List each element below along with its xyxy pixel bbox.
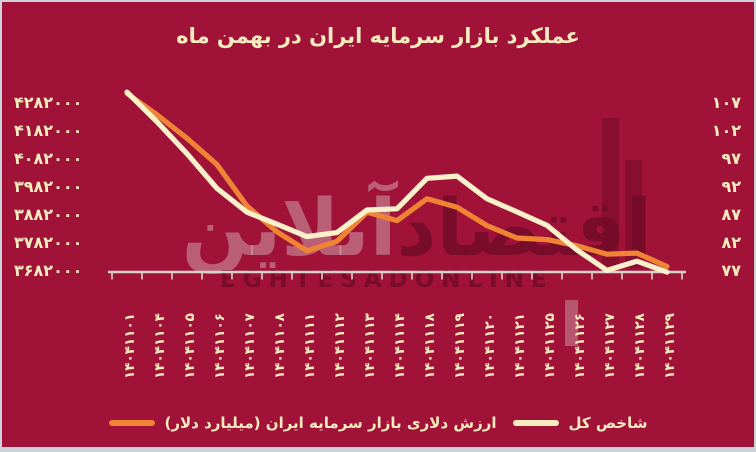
left-axis-label: ۳۷۸۲۰۰۰ — [14, 233, 83, 252]
x-axis-label: ۱۴۰۴۱۱۰۶ — [212, 313, 228, 379]
left-axis-label: ۴۱۸۲۰۰۰ — [14, 121, 83, 140]
x-axis-label: ۱۴۰۴۱۱۰۵ — [182, 313, 198, 379]
x-axis-label: ۱۴۰۴۱۱۰۴ — [152, 313, 168, 379]
legend-label: ارزش دلاری بازار سرمایه ایران (میلیارد د… — [164, 414, 497, 432]
right-axis-label: ۹۷ — [721, 149, 741, 168]
chart-title: عملکرد بازار سرمایه ایران در بهمن ماه — [176, 24, 580, 48]
x-axis-label: ۱۴۰۴۱۱۱۲ — [332, 312, 348, 379]
x-axis-label: ۱۴۰۴۱۱۲۹ — [662, 313, 678, 379]
x-axis-label: ۱۴۰۴۱۱۱۱ — [302, 313, 318, 379]
legend-item: شاخص کل — [512, 414, 648, 432]
x-axis-label: ۱۴۰۴۱۱۰۱ — [122, 313, 138, 379]
legend-label: شاخص کل — [568, 414, 648, 432]
x-axis-label: ۱۴۰۴۱۱۱۴ — [392, 313, 408, 379]
left-axis-label: ۳۶۸۲۰۰۰ — [14, 261, 83, 280]
x-axis-label: ۱۴۰۴۱۱۲۱ — [512, 313, 528, 379]
right-axis-label: ۸۲ — [721, 233, 741, 252]
legend-item: ارزش دلاری بازار سرمایه ایران (میلیارد د… — [108, 414, 497, 432]
right-axis-label: ۸۷ — [721, 205, 741, 224]
legend-line-swatch — [108, 420, 155, 426]
x-axis-label: ۱۴۰۴۱۱۱۸ — [422, 312, 438, 379]
legend-line-swatch — [512, 420, 559, 426]
right-axis-label: ۱۰۲ — [711, 121, 741, 140]
x-axis-label: ۱۴۰۴۱۱۲۰ — [482, 313, 498, 379]
series-line-dollar-value — [124, 90, 670, 270]
left-axis-label: ۴۲۸۲۰۰۰ — [14, 93, 83, 112]
right-axis-label: ۱۰۷ — [711, 93, 741, 112]
left-axis-label: ۴۰۸۲۰۰۰ — [14, 149, 83, 168]
x-axis-label: ۱۴۰۴۱۱۱۳ — [362, 312, 378, 379]
left-axis-label: ۳۹۸۲۰۰۰ — [14, 177, 83, 196]
x-axis-label: ۱۴۰۴۱۱۲۸ — [632, 312, 648, 379]
x-axis-label: ۱۴۰۴۱۱۱۹ — [452, 313, 468, 379]
x-axis-label: ۱۴۰۴۱۱۲۶ — [572, 313, 588, 379]
x-axis-label: ۱۴۰۴۱۱۲۷ — [602, 312, 618, 379]
left-axis-label: ۳۸۸۲۰۰۰ — [14, 205, 83, 224]
x-axis-label: ۱۴۰۴۱۱۰۷ — [242, 312, 258, 379]
chart-legend: ارزش دلاری بازار سرمایه ایران (میلیارد د… — [2, 410, 754, 436]
series-line-index — [124, 89, 670, 275]
x-axis-label: ۱۴۰۴۱۱۲۵ — [542, 313, 558, 379]
x-axis-label: ۱۴۰۴۱۱۰۸ — [272, 312, 288, 379]
right-axis-label: ۹۲ — [721, 177, 741, 196]
right-axis-label: ۷۷ — [721, 261, 741, 280]
